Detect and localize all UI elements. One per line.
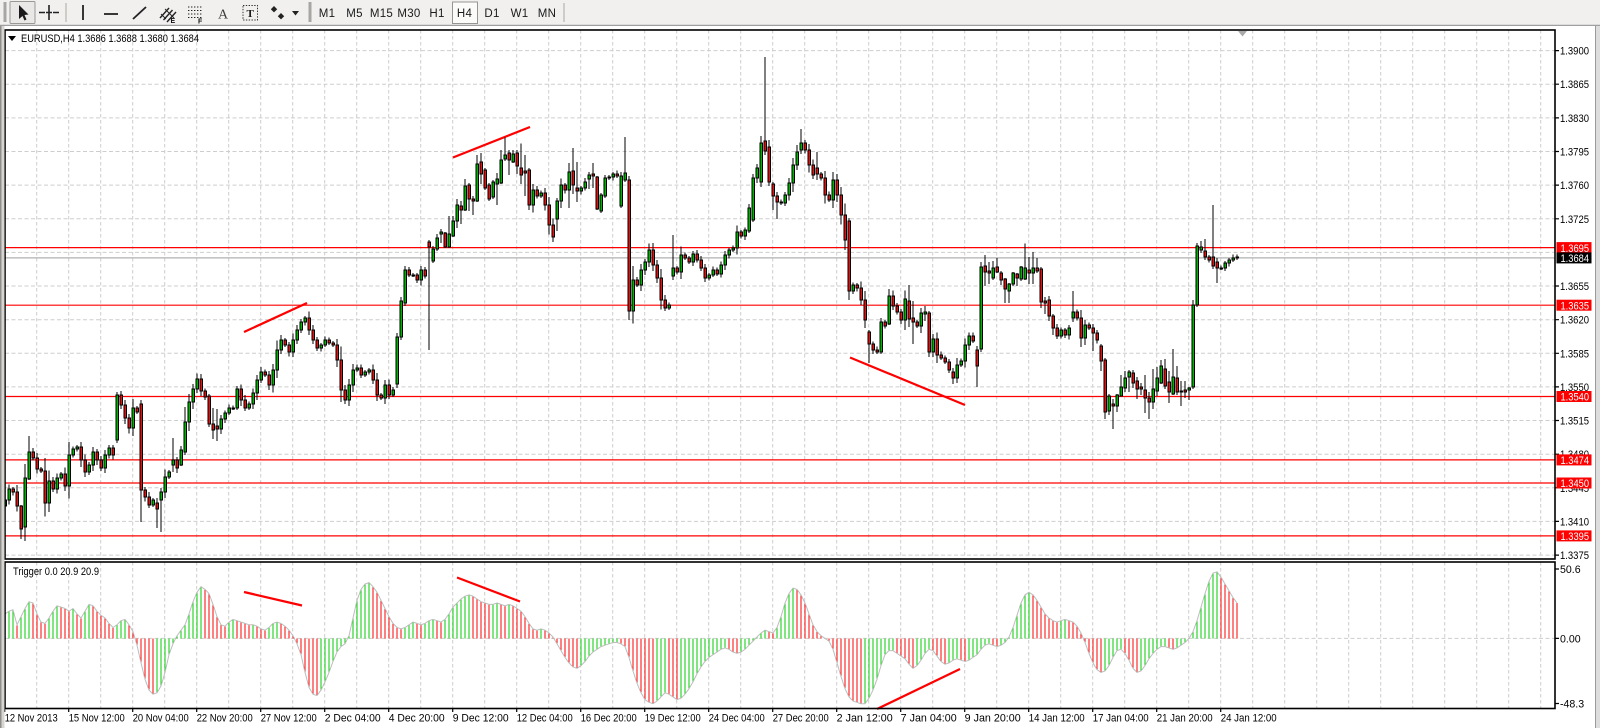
svg-text:W1: W1 xyxy=(511,8,529,20)
svg-text:H1: H1 xyxy=(429,8,444,20)
svg-text:MN: MN xyxy=(538,8,557,20)
svg-text:16 Dec 20:00: 16 Dec 20:00 xyxy=(581,713,637,725)
svg-text:20 Nov 04:00: 20 Nov 04:00 xyxy=(133,713,189,725)
svg-text:1.3620: 1.3620 xyxy=(1560,315,1589,327)
svg-text:M5: M5 xyxy=(346,8,363,20)
svg-text:0.00: 0.00 xyxy=(1560,633,1581,645)
svg-text:1.3830: 1.3830 xyxy=(1560,113,1589,125)
svg-text:1.3865: 1.3865 xyxy=(1560,79,1589,91)
svg-text:19 Dec 12:00: 19 Dec 12:00 xyxy=(645,713,701,725)
svg-text:2 Jan 12:00: 2 Jan 12:00 xyxy=(837,713,893,725)
svg-text:1.3585: 1.3585 xyxy=(1560,348,1589,360)
svg-text:27 Nov 12:00: 27 Nov 12:00 xyxy=(261,713,317,725)
svg-text:F: F xyxy=(198,19,203,26)
svg-text:27 Dec 20:00: 27 Dec 20:00 xyxy=(773,713,829,725)
svg-text:1.3725: 1.3725 xyxy=(1560,214,1589,226)
svg-text:1.3635: 1.3635 xyxy=(1561,300,1590,312)
svg-text:1.3450: 1.3450 xyxy=(1561,478,1590,490)
svg-text:1.3695: 1.3695 xyxy=(1561,243,1590,255)
svg-text:1.3515: 1.3515 xyxy=(1560,416,1589,428)
svg-text:M1: M1 xyxy=(319,8,336,20)
svg-text:2 Dec 04:00: 2 Dec 04:00 xyxy=(325,713,381,725)
svg-text:1.3540: 1.3540 xyxy=(1561,392,1590,404)
svg-text:9 Dec 12:00: 9 Dec 12:00 xyxy=(453,713,509,725)
svg-text:24 Dec 04:00: 24 Dec 04:00 xyxy=(709,713,765,725)
svg-text:EURUSD,H4 1.3686 1.3688 1.368: EURUSD,H4 1.3686 1.3688 1.3680 1.3684 xyxy=(21,33,199,45)
svg-text:Trigger 0.0 20.9 20.9: Trigger 0.0 20.9 20.9 xyxy=(13,566,99,578)
svg-text:1.3684: 1.3684 xyxy=(1561,253,1590,265)
svg-text:-48.3: -48.3 xyxy=(1560,699,1584,711)
svg-text:50.6: 50.6 xyxy=(1560,564,1581,576)
svg-text:M30: M30 xyxy=(397,8,420,20)
svg-text:14 Jan 12:00: 14 Jan 12:00 xyxy=(1029,713,1085,725)
svg-text:D1: D1 xyxy=(484,8,499,20)
svg-text:22 Nov 20:00: 22 Nov 20:00 xyxy=(197,713,253,725)
svg-text:1.3655: 1.3655 xyxy=(1560,281,1589,293)
svg-text:17 Jan 04:00: 17 Jan 04:00 xyxy=(1093,713,1149,725)
svg-text:12 Dec 04:00: 12 Dec 04:00 xyxy=(517,713,573,725)
svg-text:12 Nov 2013: 12 Nov 2013 xyxy=(5,713,58,725)
svg-text:A: A xyxy=(218,8,229,23)
svg-text:1.3474: 1.3474 xyxy=(1561,455,1590,467)
svg-text:1.3900: 1.3900 xyxy=(1560,46,1589,58)
svg-text:1.3395: 1.3395 xyxy=(1561,531,1590,543)
svg-text:E: E xyxy=(171,18,176,25)
svg-text:1.3795: 1.3795 xyxy=(1560,147,1589,159)
svg-text:24 Jan 12:00: 24 Jan 12:00 xyxy=(1221,713,1277,725)
svg-text:1.3550: 1.3550 xyxy=(1560,382,1589,394)
svg-text:H4: H4 xyxy=(457,8,473,20)
svg-text:1.3760: 1.3760 xyxy=(1560,180,1589,192)
svg-text:M15: M15 xyxy=(370,8,393,20)
svg-text:4 Dec 20:00: 4 Dec 20:00 xyxy=(389,713,445,725)
svg-text:15 Nov 12:00: 15 Nov 12:00 xyxy=(69,713,125,725)
svg-text:T: T xyxy=(247,8,255,20)
svg-text:1.3375: 1.3375 xyxy=(1560,550,1589,562)
svg-text:7 Jan 04:00: 7 Jan 04:00 xyxy=(901,713,957,725)
svg-text:9 Jan 20:00: 9 Jan 20:00 xyxy=(965,713,1021,725)
svg-text:1.3410: 1.3410 xyxy=(1560,516,1589,528)
svg-text:21 Jan 20:00: 21 Jan 20:00 xyxy=(1157,713,1213,725)
